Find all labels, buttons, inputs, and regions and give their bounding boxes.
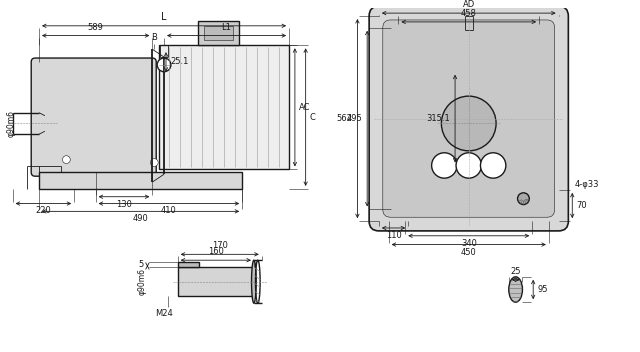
Text: φ90m6: φ90m6	[6, 110, 15, 137]
Circle shape	[63, 156, 70, 164]
FancyBboxPatch shape	[383, 20, 555, 217]
Text: 340: 340	[461, 239, 477, 248]
Text: 562: 562	[337, 114, 353, 123]
Text: 490: 490	[132, 214, 148, 223]
Circle shape	[481, 153, 506, 178]
Text: AC: AC	[299, 103, 310, 112]
Text: 5: 5	[138, 260, 143, 269]
Ellipse shape	[252, 260, 256, 303]
Text: 410: 410	[161, 207, 177, 215]
Bar	[198, 21, 239, 45]
Text: L: L	[161, 12, 167, 22]
Circle shape	[431, 153, 457, 178]
Text: 25: 25	[510, 267, 521, 276]
Text: 110: 110	[386, 231, 401, 240]
Text: B: B	[151, 33, 157, 42]
Circle shape	[442, 96, 496, 151]
FancyBboxPatch shape	[369, 6, 568, 231]
Text: L1: L1	[221, 23, 232, 32]
Text: 95: 95	[537, 285, 548, 294]
Text: 25.1: 25.1	[171, 57, 189, 67]
Text: φ90m6: φ90m6	[138, 268, 147, 295]
Circle shape	[518, 193, 529, 205]
Text: 450: 450	[461, 247, 477, 257]
Text: C: C	[310, 113, 316, 122]
Bar	[39, 172, 242, 189]
Bar	[178, 262, 199, 267]
Text: M24: M24	[155, 309, 173, 318]
Text: 70: 70	[576, 201, 587, 210]
Text: 458: 458	[461, 9, 477, 18]
Text: 589: 589	[88, 23, 104, 32]
Text: 495: 495	[346, 114, 362, 123]
Text: 130: 130	[116, 200, 132, 209]
Text: AD: AD	[463, 0, 475, 9]
Text: 315.1: 315.1	[426, 114, 450, 123]
Bar	[178, 267, 254, 296]
Text: 170: 170	[212, 241, 228, 250]
Ellipse shape	[509, 277, 522, 302]
FancyBboxPatch shape	[31, 58, 156, 176]
Bar	[204, 26, 234, 40]
Text: 220: 220	[36, 207, 51, 215]
Circle shape	[150, 159, 158, 166]
Circle shape	[456, 153, 481, 178]
Text: 4-φ33: 4-φ33	[574, 180, 598, 189]
Text: 160: 160	[208, 247, 224, 256]
Bar	[159, 45, 289, 169]
Circle shape	[157, 58, 171, 72]
